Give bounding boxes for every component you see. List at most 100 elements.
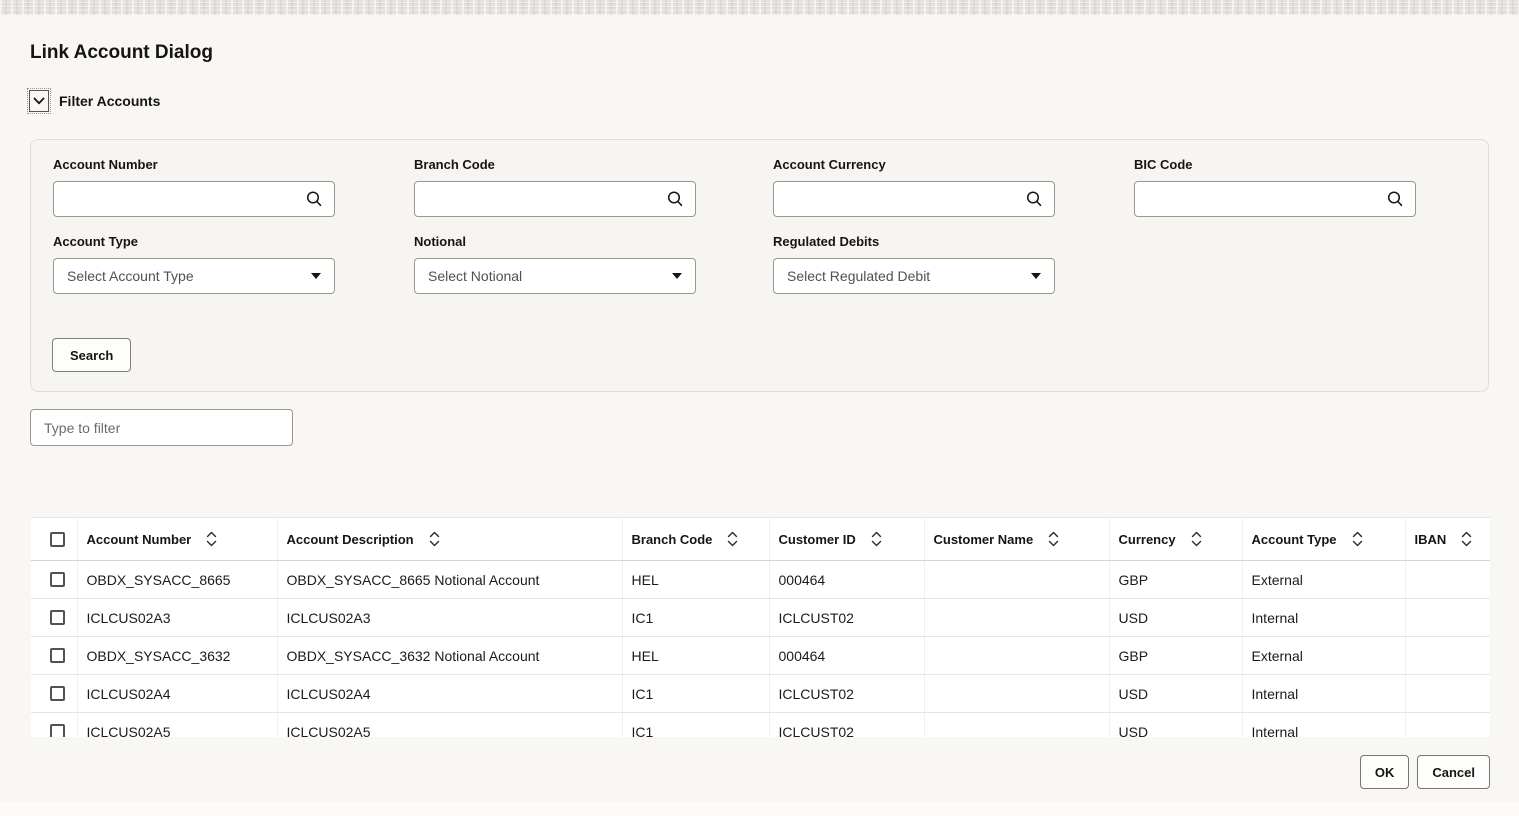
select-all-checkbox[interactable] <box>50 531 65 547</box>
table-row: OBDX_SYSACC_3632 OBDX_SYSACC_3632 Notion… <box>31 636 1490 675</box>
cell-customer-id: ICLCUST02 <box>769 674 925 713</box>
page-top-texture <box>0 0 1519 15</box>
row-checkbox[interactable] <box>50 572 65 587</box>
cell-account-type: Internal <box>1242 712 1406 737</box>
search-button[interactable]: Search <box>52 338 132 372</box>
column-header-account-description[interactable]: Account Description <box>277 517 623 561</box>
cell-account-description: ICLCUS02A3 <box>277 598 623 637</box>
table-row: ICLCUS02A5 ICLCUS02A5 IC1 ICLCUST02 USD … <box>31 712 1490 737</box>
table-header-row: Account Number Account Description Branc… <box>31 517 1490 561</box>
bic-code-label: BIC Code <box>1134 157 1193 172</box>
cell-customer-id: ICLCUST02 <box>769 712 925 737</box>
select-all-cell <box>31 517 78 561</box>
column-label: Currency <box>1118 531 1176 547</box>
dialog-bottom-edge <box>0 802 1519 816</box>
search-icon <box>306 191 322 207</box>
regulated-debits-field: Regulated Debits Select Regulated Debit <box>773 234 1055 294</box>
account-currency-field: Account Currency <box>773 157 1055 217</box>
account-type-select[interactable]: Select Account Type <box>53 258 335 294</box>
filter-accounts-header: Filter Accounts <box>27 88 1519 114</box>
column-header-currency[interactable]: Currency <box>1109 517 1243 561</box>
cell-currency: USD <box>1109 674 1243 713</box>
account-currency-input[interactable] <box>784 191 1024 207</box>
cell-account-description: OBDX_SYSACC_8665 Notional Account <box>277 560 623 599</box>
cell-currency: USD <box>1109 712 1243 737</box>
cell-account-description: ICLCUS02A5 <box>277 712 623 737</box>
account-currency-label: Account Currency <box>773 157 886 172</box>
sort-icon[interactable] <box>871 531 882 547</box>
row-checkbox[interactable] <box>50 610 65 625</box>
row-checkbox[interactable] <box>50 648 65 663</box>
cell-currency: GBP <box>1109 560 1243 599</box>
cell-customer-id: ICLCUST02 <box>769 598 925 637</box>
type-to-filter-input[interactable] <box>30 409 293 446</box>
cell-iban <box>1405 674 1490 713</box>
sort-icon[interactable] <box>1048 531 1059 547</box>
notional-label: Notional <box>414 234 466 249</box>
filter-section-title: Filter Accounts <box>59 93 161 109</box>
cancel-button[interactable]: Cancel <box>1417 755 1490 789</box>
sort-icon[interactable] <box>206 531 217 547</box>
regulated-debits-label: Regulated Debits <box>773 234 880 249</box>
dialog-footer: OK Cancel <box>1359 755 1490 789</box>
column-header-account-type[interactable]: Account Type <box>1242 517 1406 561</box>
cell-branch-code: IC1 <box>622 598 770 637</box>
branch-code-label: Branch Code <box>414 157 495 172</box>
bic-code-input[interactable] <box>1145 191 1385 207</box>
ok-button[interactable]: OK <box>1359 755 1410 789</box>
account-type-select-value: Select Account Type <box>67 268 194 284</box>
cell-account-type: External <box>1242 560 1406 599</box>
cell-account-number: ICLCUS02A5 <box>77 712 278 737</box>
notional-field: Notional Select Notional <box>414 234 696 294</box>
cell-account-type: External <box>1242 636 1406 675</box>
cell-account-number: ICLCUS02A4 <box>77 674 278 713</box>
account-type-label: Account Type <box>53 234 138 249</box>
sort-icon[interactable] <box>429 531 440 547</box>
column-header-account-number[interactable]: Account Number <box>77 517 278 561</box>
regulated-debits-select[interactable]: Select Regulated Debit <box>773 258 1055 294</box>
sort-icon[interactable] <box>1352 531 1363 547</box>
notional-select[interactable]: Select Notional <box>414 258 696 294</box>
column-label: Account Description <box>286 531 414 547</box>
regulated-debits-select-value: Select Regulated Debit <box>787 268 931 284</box>
cell-branch-code: IC1 <box>622 674 770 713</box>
sort-icon[interactable] <box>1191 531 1202 547</box>
cell-account-type: Internal <box>1242 598 1406 637</box>
column-label: Account Type <box>1251 531 1337 547</box>
cell-customer-name <box>924 598 1110 637</box>
column-header-customer-id[interactable]: Customer ID <box>769 517 925 561</box>
cell-customer-id: 000464 <box>769 636 925 675</box>
table-row: ICLCUS02A3 ICLCUS02A3 IC1 ICLCUST02 USD … <box>31 598 1490 637</box>
row-checkbox[interactable] <box>50 686 65 701</box>
branch-code-field: Branch Code <box>414 157 696 217</box>
page-title: Link Account Dialog <box>30 42 213 63</box>
account-number-label: Account Number <box>53 157 158 172</box>
cell-branch-code: HEL <box>622 636 770 675</box>
cell-account-number: ICLCUS02A3 <box>77 598 278 637</box>
cell-branch-code: HEL <box>622 560 770 599</box>
account-number-input[interactable] <box>64 191 304 207</box>
cell-iban <box>1405 712 1490 737</box>
cell-customer-name <box>924 674 1110 713</box>
search-icon <box>667 191 683 207</box>
filter-collapse-button[interactable] <box>27 88 51 114</box>
cell-account-description: ICLCUS02A4 <box>277 674 623 713</box>
cell-currency: GBP <box>1109 636 1243 675</box>
row-checkbox[interactable] <box>50 724 65 737</box>
sort-icon[interactable] <box>727 531 738 547</box>
column-header-branch-code[interactable]: Branch Code <box>622 517 770 561</box>
cell-customer-name <box>924 560 1110 599</box>
accounts-table: Account Number Account Description Branc… <box>31 517 1490 737</box>
column-header-iban[interactable]: IBAN <box>1405 517 1490 561</box>
column-header-customer-name[interactable]: Customer Name <box>924 517 1110 561</box>
filter-panel: Account Number Branch Code Account Curre… <box>30 139 1489 392</box>
cell-customer-name <box>924 712 1110 737</box>
cell-iban <box>1405 636 1490 675</box>
cell-iban <box>1405 598 1490 637</box>
table-row: ICLCUS02A4 ICLCUS02A4 IC1 ICLCUST02 USD … <box>31 674 1490 713</box>
cell-iban <box>1405 560 1490 599</box>
cell-branch-code: IC1 <box>622 712 770 737</box>
branch-code-input[interactable] <box>425 191 665 207</box>
sort-icon[interactable] <box>1461 531 1472 547</box>
account-type-field: Account Type Select Account Type <box>53 234 335 294</box>
